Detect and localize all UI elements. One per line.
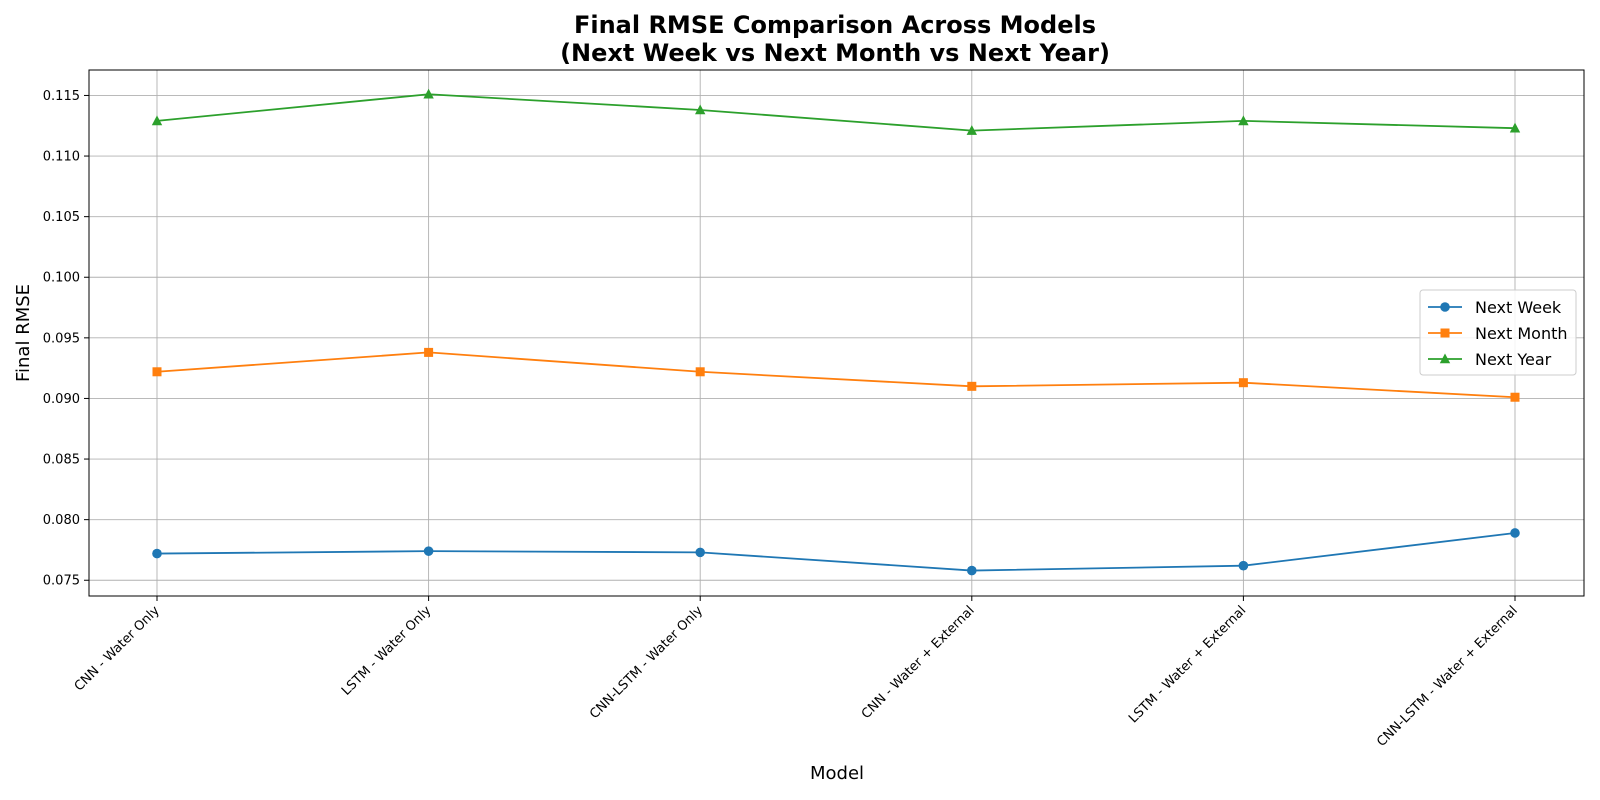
data-point-next-week	[1510, 528, 1520, 538]
y-tick-label: 0.090	[43, 392, 80, 407]
chart-title-line-2: (Next Week vs Next Month vs Next Year)	[560, 39, 1110, 67]
series-layer	[151, 88, 1521, 576]
data-point-next-year	[423, 88, 434, 99]
data-point-next-year	[1238, 115, 1249, 126]
y-tick-label: 0.075	[43, 574, 80, 589]
x-tick-label: CNN-LSTM - Water Only	[587, 603, 706, 722]
x-tick-label: CNN - Water Only	[72, 603, 163, 694]
legend-label-next-month: Next Month	[1475, 324, 1568, 343]
data-point-next-week	[695, 547, 705, 558]
y-tick-label: 0.080	[43, 513, 80, 528]
data-point-next-year	[966, 125, 977, 135]
grid-layer	[89, 70, 1584, 596]
legend-entry-next-month: Next Month	[1428, 324, 1568, 343]
data-point-next-year	[151, 115, 163, 126]
legend: Next Week Next Month Next Year	[1419, 289, 1577, 376]
data-point-next-week	[423, 546, 434, 556]
series-line-next-month	[156, 351, 1516, 399]
legend-items: Next Week Next Month Next Year	[1428, 298, 1568, 369]
y-tick-label: 0.095	[43, 331, 80, 346]
data-point-next-month	[424, 347, 434, 357]
legend-marker-next-year	[1439, 353, 1451, 364]
series-next-month	[152, 347, 1520, 402]
data-point-next-month	[1510, 392, 1520, 402]
x-tick-label: CNN-LSTM - Water + External	[1374, 603, 1521, 750]
series-line-next-year	[156, 93, 1516, 132]
data-point-next-month	[695, 367, 705, 377]
legend-marker-next-week	[1440, 302, 1450, 312]
plot-frame	[88, 69, 1585, 597]
legend-label-next-year: Next Year	[1475, 350, 1552, 369]
x-axis-label: Model	[810, 763, 864, 784]
data-point-next-month	[967, 381, 977, 391]
data-point-next-week	[967, 565, 977, 576]
series-next-week	[152, 528, 1520, 576]
data-point-next-month	[152, 367, 162, 377]
legend-entry-next-week: Next Week	[1428, 298, 1562, 317]
y-axis-label: Final RMSE	[13, 284, 34, 382]
y-tick-label: 0.115	[43, 89, 80, 104]
data-point-next-week	[1238, 560, 1249, 571]
legend-marker-next-month	[1440, 328, 1450, 338]
legend-box	[1419, 289, 1577, 376]
data-point-next-month	[1238, 378, 1248, 388]
series-line-next-week	[156, 532, 1516, 572]
data-point-next-year	[695, 104, 706, 115]
legend-label-next-week: Next Week	[1475, 298, 1562, 317]
x-tick-label: LSTM - Water + External	[1126, 603, 1249, 726]
x-tick-label: LSTM - Water Only	[339, 603, 435, 699]
y-tick-label: 0.105	[43, 210, 80, 225]
data-point-next-week	[152, 548, 162, 559]
tick-layer: CNN - Water Only LSTM - Water Only CNN-LST…	[43, 89, 1521, 750]
legend-entry-next-year: Next Year	[1428, 350, 1552, 369]
y-tick-label: 0.110	[43, 150, 80, 165]
chart-title-line-1: Final RMSE Comparison Across Models	[574, 11, 1096, 39]
y-tick-label: 0.100	[43, 271, 80, 286]
data-point-next-year	[1509, 122, 1521, 133]
x-tick-label: CNN - Water + External	[859, 603, 978, 722]
y-tick-label: 0.085	[43, 453, 80, 468]
series-next-year	[151, 88, 1521, 135]
